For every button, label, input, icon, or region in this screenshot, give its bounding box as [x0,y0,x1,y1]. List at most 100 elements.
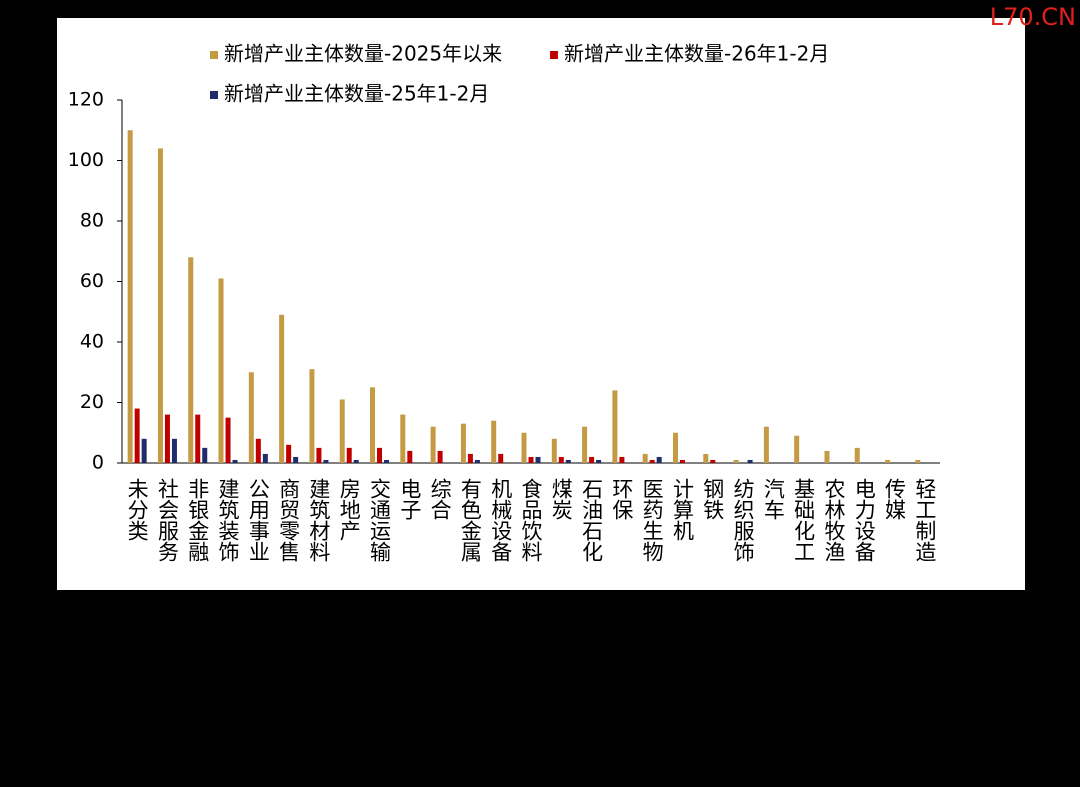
bar [127,130,133,463]
bar [763,426,769,463]
bar [430,426,436,463]
x-tick-label: 基础化工 [792,478,816,562]
bar [474,459,480,463]
y-tick-label: 120 [68,89,104,111]
x-tick-label: 食品饮料 [519,478,543,562]
bar [134,408,140,463]
y-tick-label: 40 [80,331,104,353]
bar [346,447,352,463]
bar [672,432,678,463]
bar [171,438,177,463]
bar [370,387,376,463]
bar [612,390,618,463]
y-tick-label: 100 [68,149,104,171]
x-tick-label: 钢铁 [701,478,725,520]
bar [248,372,254,463]
bar [528,456,534,463]
bar [195,414,201,463]
chart-panel [57,18,1025,590]
bar [232,459,238,463]
x-tick-label: 机械设备 [489,478,513,562]
watermark: L70.CN [990,3,1076,31]
bar [656,456,662,463]
x-tick-label: 汽车 [761,478,785,520]
bar [551,438,557,463]
x-tick-label: 电子 [398,478,422,520]
legend-swatch [210,51,218,59]
y-tick-label: 0 [92,452,104,474]
bar [377,447,383,463]
bar [589,456,595,463]
x-tick-label: 建筑材料 [307,478,331,562]
bar [521,432,527,463]
x-tick-label: 医药生物 [640,478,664,562]
bar [407,450,413,463]
x-tick-label: 传媒 [883,478,907,520]
bar [141,438,147,463]
legend-swatch [210,91,218,99]
bar [202,447,208,463]
x-tick-label: 纺织服饰 [731,478,755,562]
bar [339,399,345,463]
legend-swatch [550,51,558,59]
x-tick-label: 煤炭 [549,478,573,520]
bar [619,456,625,463]
x-tick-label: 农林牧渔 [822,478,846,562]
bar [915,459,921,463]
y-tick-label: 80 [80,210,104,232]
bar [460,423,466,463]
bar [353,459,359,463]
bar [384,459,390,463]
bar [649,459,655,463]
bar [854,447,860,463]
x-tick-label: 建筑装饰 [216,478,240,562]
bar [679,459,685,463]
bar [747,459,753,463]
bar [323,459,329,463]
x-tick-label: 有色金属 [458,478,482,563]
bar [582,426,588,463]
bar [642,453,648,463]
bar [703,453,709,463]
x-tick-label: 电力设备 [852,478,876,562]
x-tick-label: 公用事业 [246,478,270,562]
bar [535,456,541,463]
bar [565,459,571,463]
x-tick-label: 环保 [610,478,634,520]
x-tick-label: 非银金融 [186,478,210,562]
bar [309,369,315,463]
bar [400,414,406,463]
bar [596,459,602,463]
x-tick-label: 石油石化 [580,478,604,562]
bar [164,414,170,463]
bar [467,453,473,463]
x-tick-label: 商贸零售 [277,478,301,562]
bar [286,444,292,463]
bar [794,435,800,463]
y-tick-label: 60 [80,270,104,292]
x-tick-label: 社会服务 [155,478,179,562]
x-tick-label: 综合 [428,478,452,520]
bar [255,438,261,463]
bar [437,450,443,463]
bar [188,257,194,463]
bar [733,459,739,463]
bar [157,148,163,463]
bar [225,417,231,463]
bar [558,456,564,463]
bar [218,278,224,463]
y-tick-label: 20 [80,391,104,413]
x-tick-label: 未分类 [125,478,149,541]
bar [279,314,285,463]
legend-label: 新增产业主体数量-25年1-2月 [224,82,489,106]
bar [885,459,891,463]
x-tick-label: 交通运输 [368,478,392,562]
bar [824,450,830,463]
bar [491,420,497,463]
x-tick-label: 房地产 [337,478,361,541]
x-tick-label: 计算机 [670,478,694,541]
legend-label: 新增产业主体数量-2025年以来 [224,42,502,66]
bar [498,453,504,463]
